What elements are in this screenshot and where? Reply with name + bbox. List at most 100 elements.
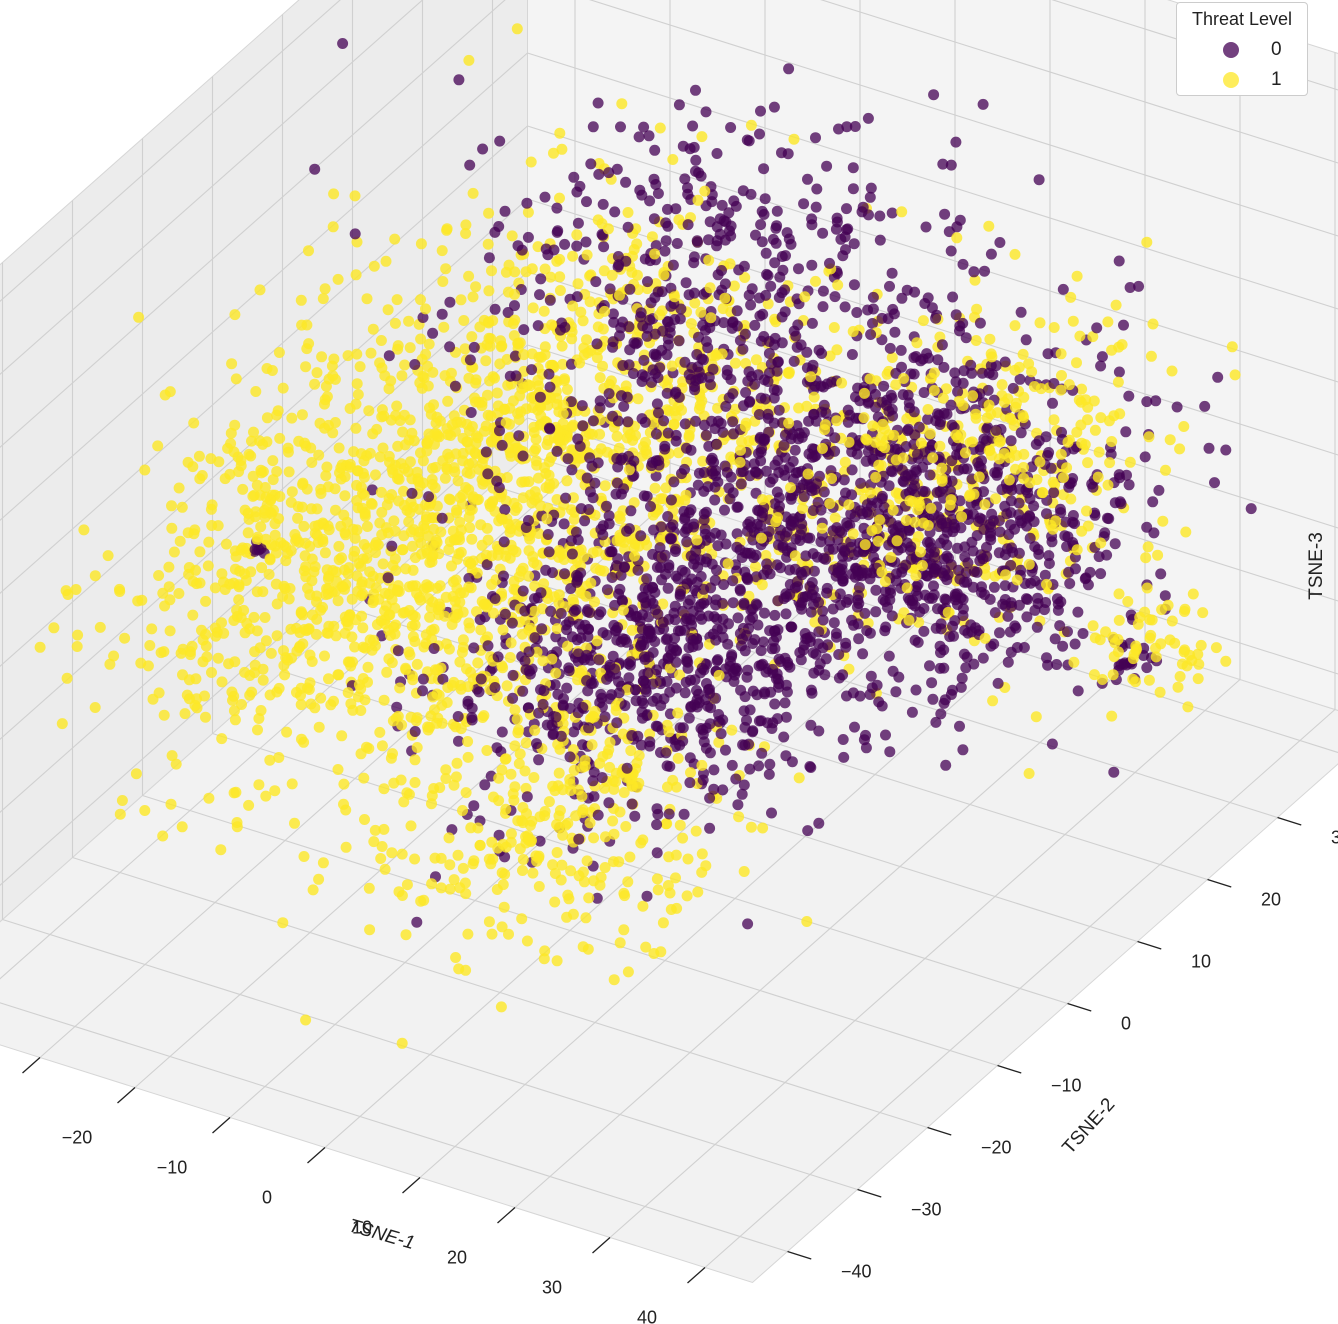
data-point — [497, 662, 509, 674]
data-point — [649, 292, 661, 304]
data-point — [614, 937, 626, 949]
data-point — [663, 562, 675, 574]
data-point — [591, 635, 603, 647]
data-point — [805, 719, 817, 731]
data-point — [448, 874, 460, 886]
data-point — [744, 704, 756, 716]
data-point — [280, 555, 292, 567]
data-point — [554, 271, 566, 283]
data-point — [455, 294, 467, 306]
data-point — [1110, 299, 1122, 311]
data-point — [857, 508, 868, 520]
data-point — [395, 458, 407, 470]
data-point — [925, 542, 937, 554]
data-point — [321, 461, 333, 473]
data-point — [681, 536, 693, 548]
data-point — [744, 395, 756, 407]
data-point — [661, 818, 673, 830]
data-point — [730, 773, 742, 785]
data-point — [1212, 371, 1224, 383]
data-point — [1063, 566, 1075, 578]
data-point — [738, 779, 750, 791]
data-point — [405, 820, 417, 832]
data-point — [856, 206, 868, 218]
data-point — [327, 221, 339, 233]
data-point — [586, 739, 598, 751]
data-point — [594, 757, 606, 769]
data-point — [723, 207, 735, 219]
data-point — [785, 433, 797, 445]
data-point — [539, 263, 551, 275]
data-point — [497, 624, 509, 636]
data-point — [810, 132, 821, 144]
data-point — [374, 451, 386, 463]
data-point — [938, 553, 950, 565]
data-point — [781, 686, 793, 698]
data-point — [1034, 456, 1046, 468]
data-point — [657, 917, 669, 929]
data-point — [457, 805, 468, 816]
data-point — [659, 245, 671, 257]
data-point — [399, 359, 411, 371]
data-point — [233, 594, 245, 606]
data-point — [457, 862, 469, 874]
data-point — [732, 799, 744, 811]
data-point — [668, 476, 680, 488]
data-point — [435, 882, 447, 894]
data-point — [1048, 487, 1060, 499]
data-point — [1004, 412, 1016, 424]
data-point — [885, 551, 897, 563]
data-point — [495, 341, 507, 353]
data-point — [355, 705, 367, 716]
data-point — [572, 571, 584, 583]
data-point — [475, 673, 487, 685]
data-point — [1013, 497, 1025, 509]
data-point — [886, 403, 898, 415]
data-point — [658, 269, 670, 281]
data-point — [593, 654, 605, 666]
data-point — [216, 568, 228, 580]
data-point — [396, 890, 408, 901]
data-point — [188, 417, 200, 429]
data-point — [618, 787, 630, 798]
data-point — [817, 285, 829, 297]
data-point — [252, 531, 264, 543]
data-point — [910, 570, 922, 582]
data-point — [654, 362, 666, 374]
data-point — [768, 101, 780, 113]
data-point — [677, 832, 689, 844]
data-point — [455, 416, 467, 428]
data-point — [709, 494, 721, 506]
data-point — [443, 452, 455, 464]
data-point — [200, 711, 211, 723]
data-point — [633, 131, 645, 143]
data-point — [789, 550, 801, 562]
data-point — [480, 355, 492, 367]
data-point — [387, 715, 399, 727]
data-point — [696, 662, 708, 674]
data-point — [1024, 532, 1036, 544]
data-point — [299, 537, 311, 549]
data-point — [429, 428, 441, 440]
data-point — [1052, 604, 1064, 616]
data-point — [409, 359, 421, 370]
data-point — [400, 662, 412, 674]
data-point — [535, 351, 547, 363]
data-point — [34, 641, 46, 653]
data-point — [743, 738, 755, 750]
data-point — [891, 535, 903, 547]
data-point — [444, 536, 456, 547]
data-point — [1051, 659, 1063, 670]
data-point — [994, 627, 1005, 639]
data-point — [233, 579, 245, 591]
data-point — [108, 650, 120, 662]
data-point — [739, 272, 751, 283]
data-point — [648, 524, 660, 536]
data-point — [516, 913, 528, 925]
data-point — [216, 733, 228, 745]
data-point — [815, 380, 827, 392]
data-point — [774, 271, 786, 283]
data-point — [589, 596, 600, 608]
data-point — [664, 887, 676, 899]
data-point — [559, 238, 571, 250]
